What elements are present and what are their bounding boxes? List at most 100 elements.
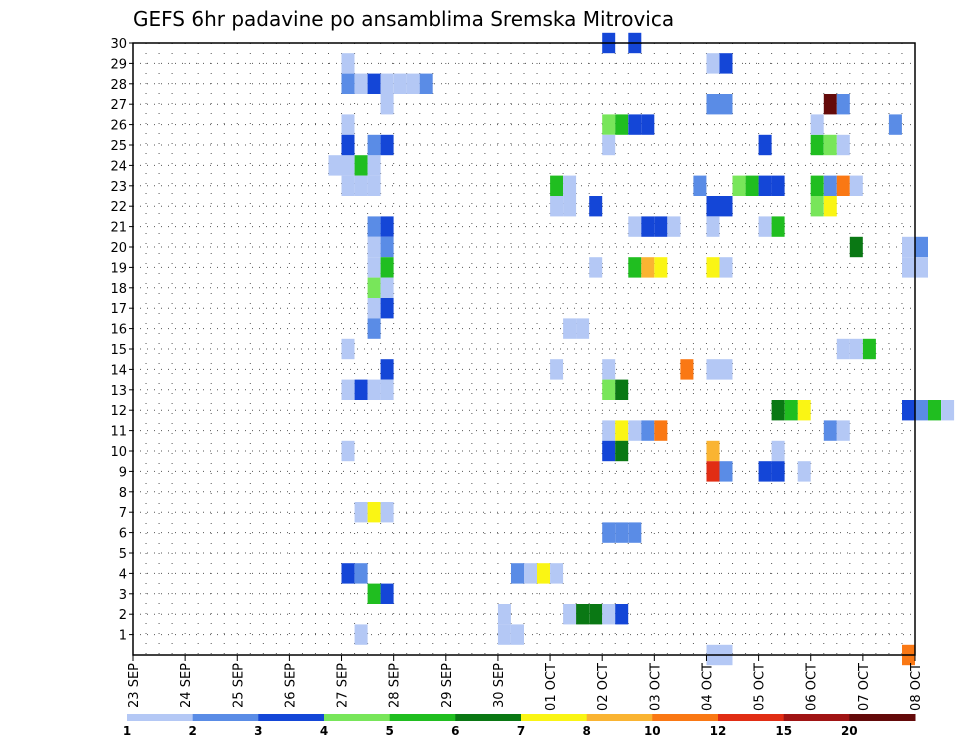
colorbar-label: 8 bbox=[583, 724, 591, 738]
precip-cell bbox=[380, 502, 394, 523]
precip-cell bbox=[406, 73, 420, 94]
colorbar-swatch bbox=[455, 714, 522, 721]
precip-cell bbox=[367, 318, 381, 339]
precip-cell bbox=[380, 379, 394, 400]
y-tick-label: 19 bbox=[110, 261, 127, 276]
precip-cell bbox=[615, 379, 629, 400]
precip-cell bbox=[354, 175, 368, 196]
precip-cell bbox=[367, 155, 381, 176]
precip-cell bbox=[615, 522, 629, 543]
y-tick-label: 30 bbox=[110, 37, 127, 52]
precip-cell bbox=[341, 155, 355, 176]
precip-cell bbox=[706, 440, 720, 462]
y-tick-label: 23 bbox=[110, 180, 127, 195]
precip-cell bbox=[367, 277, 381, 298]
colorbar-label: 12 bbox=[710, 724, 727, 738]
precip-cell bbox=[576, 604, 590, 625]
precip-cell bbox=[367, 175, 381, 196]
precip-cell bbox=[341, 53, 355, 74]
chart-title: GEFS 6hr padavine po ansamblima Sremska … bbox=[133, 7, 674, 31]
y-tick-label: 24 bbox=[110, 159, 127, 174]
precip-cell bbox=[928, 400, 941, 421]
precip-cell bbox=[823, 94, 837, 115]
colorbar-label: 15 bbox=[775, 724, 792, 738]
x-axis-ticks: 23 SEP 24 SEP 25 SEP 26 SEP 27 SEP 28 SEP 29 S… bbox=[127, 655, 924, 711]
colorbar: 1 2 3 4 5 6 7 8 10 12 15 20 bbox=[123, 714, 916, 738]
precip-cell bbox=[380, 298, 394, 319]
precip-cell bbox=[836, 420, 850, 441]
precip-cell bbox=[341, 114, 355, 135]
precip-cell bbox=[719, 257, 733, 278]
precip-cell bbox=[654, 420, 668, 441]
precip-cell bbox=[628, 420, 642, 441]
colorbar-label: 7 bbox=[517, 724, 525, 738]
colorbar-swatch bbox=[192, 714, 259, 721]
precip-cell bbox=[771, 461, 785, 482]
y-tick-label: 11 bbox=[110, 425, 127, 440]
colorbar-swatch bbox=[389, 714, 456, 721]
x-tick-label: 26 SEP bbox=[283, 663, 298, 708]
precip-cell bbox=[563, 604, 577, 625]
precip-cell bbox=[602, 134, 616, 156]
y-tick-label: 13 bbox=[110, 384, 127, 399]
y-tick-label: 29 bbox=[110, 57, 127, 72]
precip-cell bbox=[732, 175, 746, 196]
colorbar-label: 3 bbox=[254, 724, 262, 738]
precip-cell bbox=[784, 400, 798, 421]
precip-cell bbox=[823, 420, 837, 441]
precip-cell bbox=[667, 216, 681, 237]
precip-cell bbox=[706, 216, 720, 237]
x-tick-label: 23 SEP bbox=[127, 663, 142, 708]
y-tick-label: 6 bbox=[119, 527, 127, 542]
y-tick-label: 26 bbox=[110, 119, 127, 134]
precip-cell bbox=[706, 196, 720, 217]
precip-cell bbox=[602, 522, 616, 543]
precip-cell bbox=[823, 196, 837, 217]
precip-cell bbox=[902, 236, 915, 258]
precip-cell bbox=[524, 563, 537, 584]
precip-cell bbox=[836, 338, 850, 360]
precip-cell bbox=[810, 134, 824, 156]
colorbar-swatch bbox=[521, 714, 588, 721]
precip-cell bbox=[380, 134, 394, 156]
precip-cell bbox=[706, 359, 720, 380]
precip-cell bbox=[745, 175, 759, 196]
precip-cell bbox=[380, 216, 394, 237]
precip-cell bbox=[719, 359, 733, 380]
precip-cell bbox=[550, 359, 564, 380]
precip-cell bbox=[823, 134, 837, 156]
precip-cell bbox=[771, 216, 785, 237]
precip-cell bbox=[393, 73, 407, 94]
colorbar-label: 2 bbox=[189, 724, 197, 738]
precip-cell bbox=[758, 216, 772, 237]
precip-cell bbox=[563, 196, 577, 217]
y-tick-label: 22 bbox=[110, 200, 127, 215]
precip-cell bbox=[771, 175, 785, 196]
y-tick-label: 15 bbox=[110, 343, 127, 358]
y-tick-label: 14 bbox=[110, 363, 127, 378]
y-tick-label: 25 bbox=[110, 139, 127, 154]
precip-cell bbox=[797, 461, 811, 482]
precip-cell bbox=[902, 257, 915, 278]
precip-cell bbox=[354, 624, 368, 645]
colorbar-swatch bbox=[127, 714, 194, 721]
colorbar-swatch bbox=[783, 714, 850, 721]
precip-cell bbox=[341, 175, 355, 196]
precip-cell bbox=[628, 216, 642, 237]
precip-cell bbox=[497, 604, 511, 625]
y-tick-label: 1 bbox=[119, 629, 127, 644]
precip-cell bbox=[354, 73, 368, 94]
precip-cell bbox=[354, 502, 368, 523]
precip-cell bbox=[758, 134, 772, 156]
precip-cell bbox=[537, 563, 550, 584]
precip-cell bbox=[602, 440, 616, 462]
precip-cell bbox=[380, 583, 394, 604]
precip-cell bbox=[628, 257, 642, 278]
precip-cell bbox=[758, 175, 772, 196]
precip-cell bbox=[706, 94, 720, 115]
precip-cell bbox=[380, 236, 394, 258]
precip-cell bbox=[641, 216, 655, 237]
y-tick-label: 7 bbox=[119, 506, 127, 521]
precip-cell bbox=[550, 196, 564, 217]
